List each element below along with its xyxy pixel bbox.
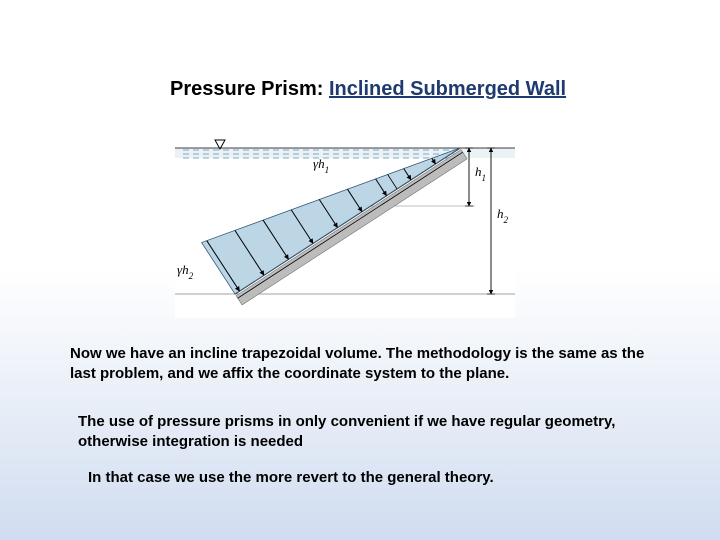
title-subject: Inclined Submerged Wall <box>329 78 566 100</box>
svg-text:γh1: γh1 <box>313 156 329 175</box>
svg-text:h1: h1 <box>475 164 486 183</box>
svg-text:h2: h2 <box>497 206 509 225</box>
paragraph-1: Now we have an incline trapezoidal volum… <box>70 344 670 383</box>
pressure-prism-diagram: γh1 γh2 h1 h2 <box>175 118 515 318</box>
slide-title: Pressure Prism: Inclined Submerged Wall <box>170 78 566 101</box>
paragraph-3: In that case we use the more revert to t… <box>88 468 668 488</box>
paragraph-2: The use of pressure prisms in only conve… <box>78 412 668 451</box>
title-prefix: Pressure Prism: <box>170 78 329 100</box>
svg-text:γh2: γh2 <box>177 262 194 281</box>
